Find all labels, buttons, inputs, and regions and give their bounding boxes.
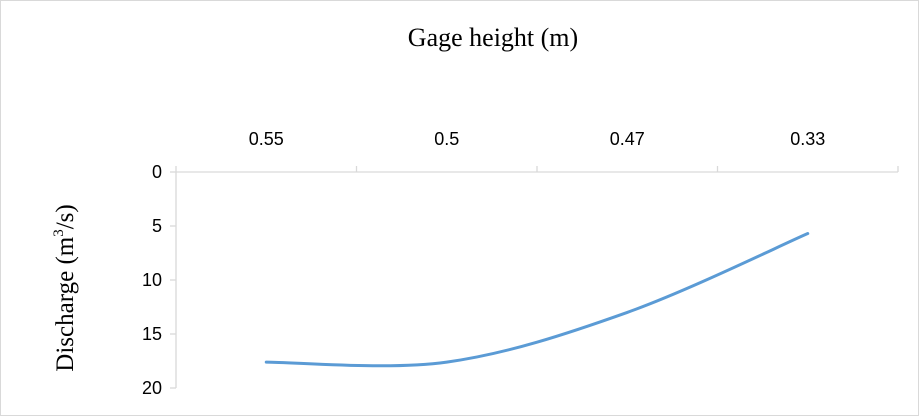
y-axis-label-superscript: 3 [51, 229, 67, 237]
series-line [264, 232, 810, 368]
y-tick-label: 0 [152, 162, 162, 182]
series-group [264, 232, 810, 368]
y-tick-label: 5 [152, 216, 162, 236]
y-axis-label-main: Discharge (m [52, 236, 79, 371]
y-axis-ticks: 0 5 10 15 20 [142, 162, 176, 398]
x-tick-label: 0.47 [610, 129, 645, 149]
x-axis-ticks: 0.55 0.5 0.47 0.33 [175, 129, 899, 172]
y-tick-label: 10 [142, 270, 162, 290]
x-tick-label: 0.5 [434, 129, 459, 149]
y-tick-label: 20 [142, 378, 162, 398]
y-axis-label-tail: /s) [52, 204, 79, 229]
chart-title: Gage height (m) [408, 23, 578, 52]
x-tick-label: 0.33 [790, 129, 825, 149]
x-tick-label: 0.55 [249, 129, 284, 149]
y-axis-label: Discharge (m3/s) [51, 204, 79, 371]
y-tick-label: 15 [142, 324, 162, 344]
